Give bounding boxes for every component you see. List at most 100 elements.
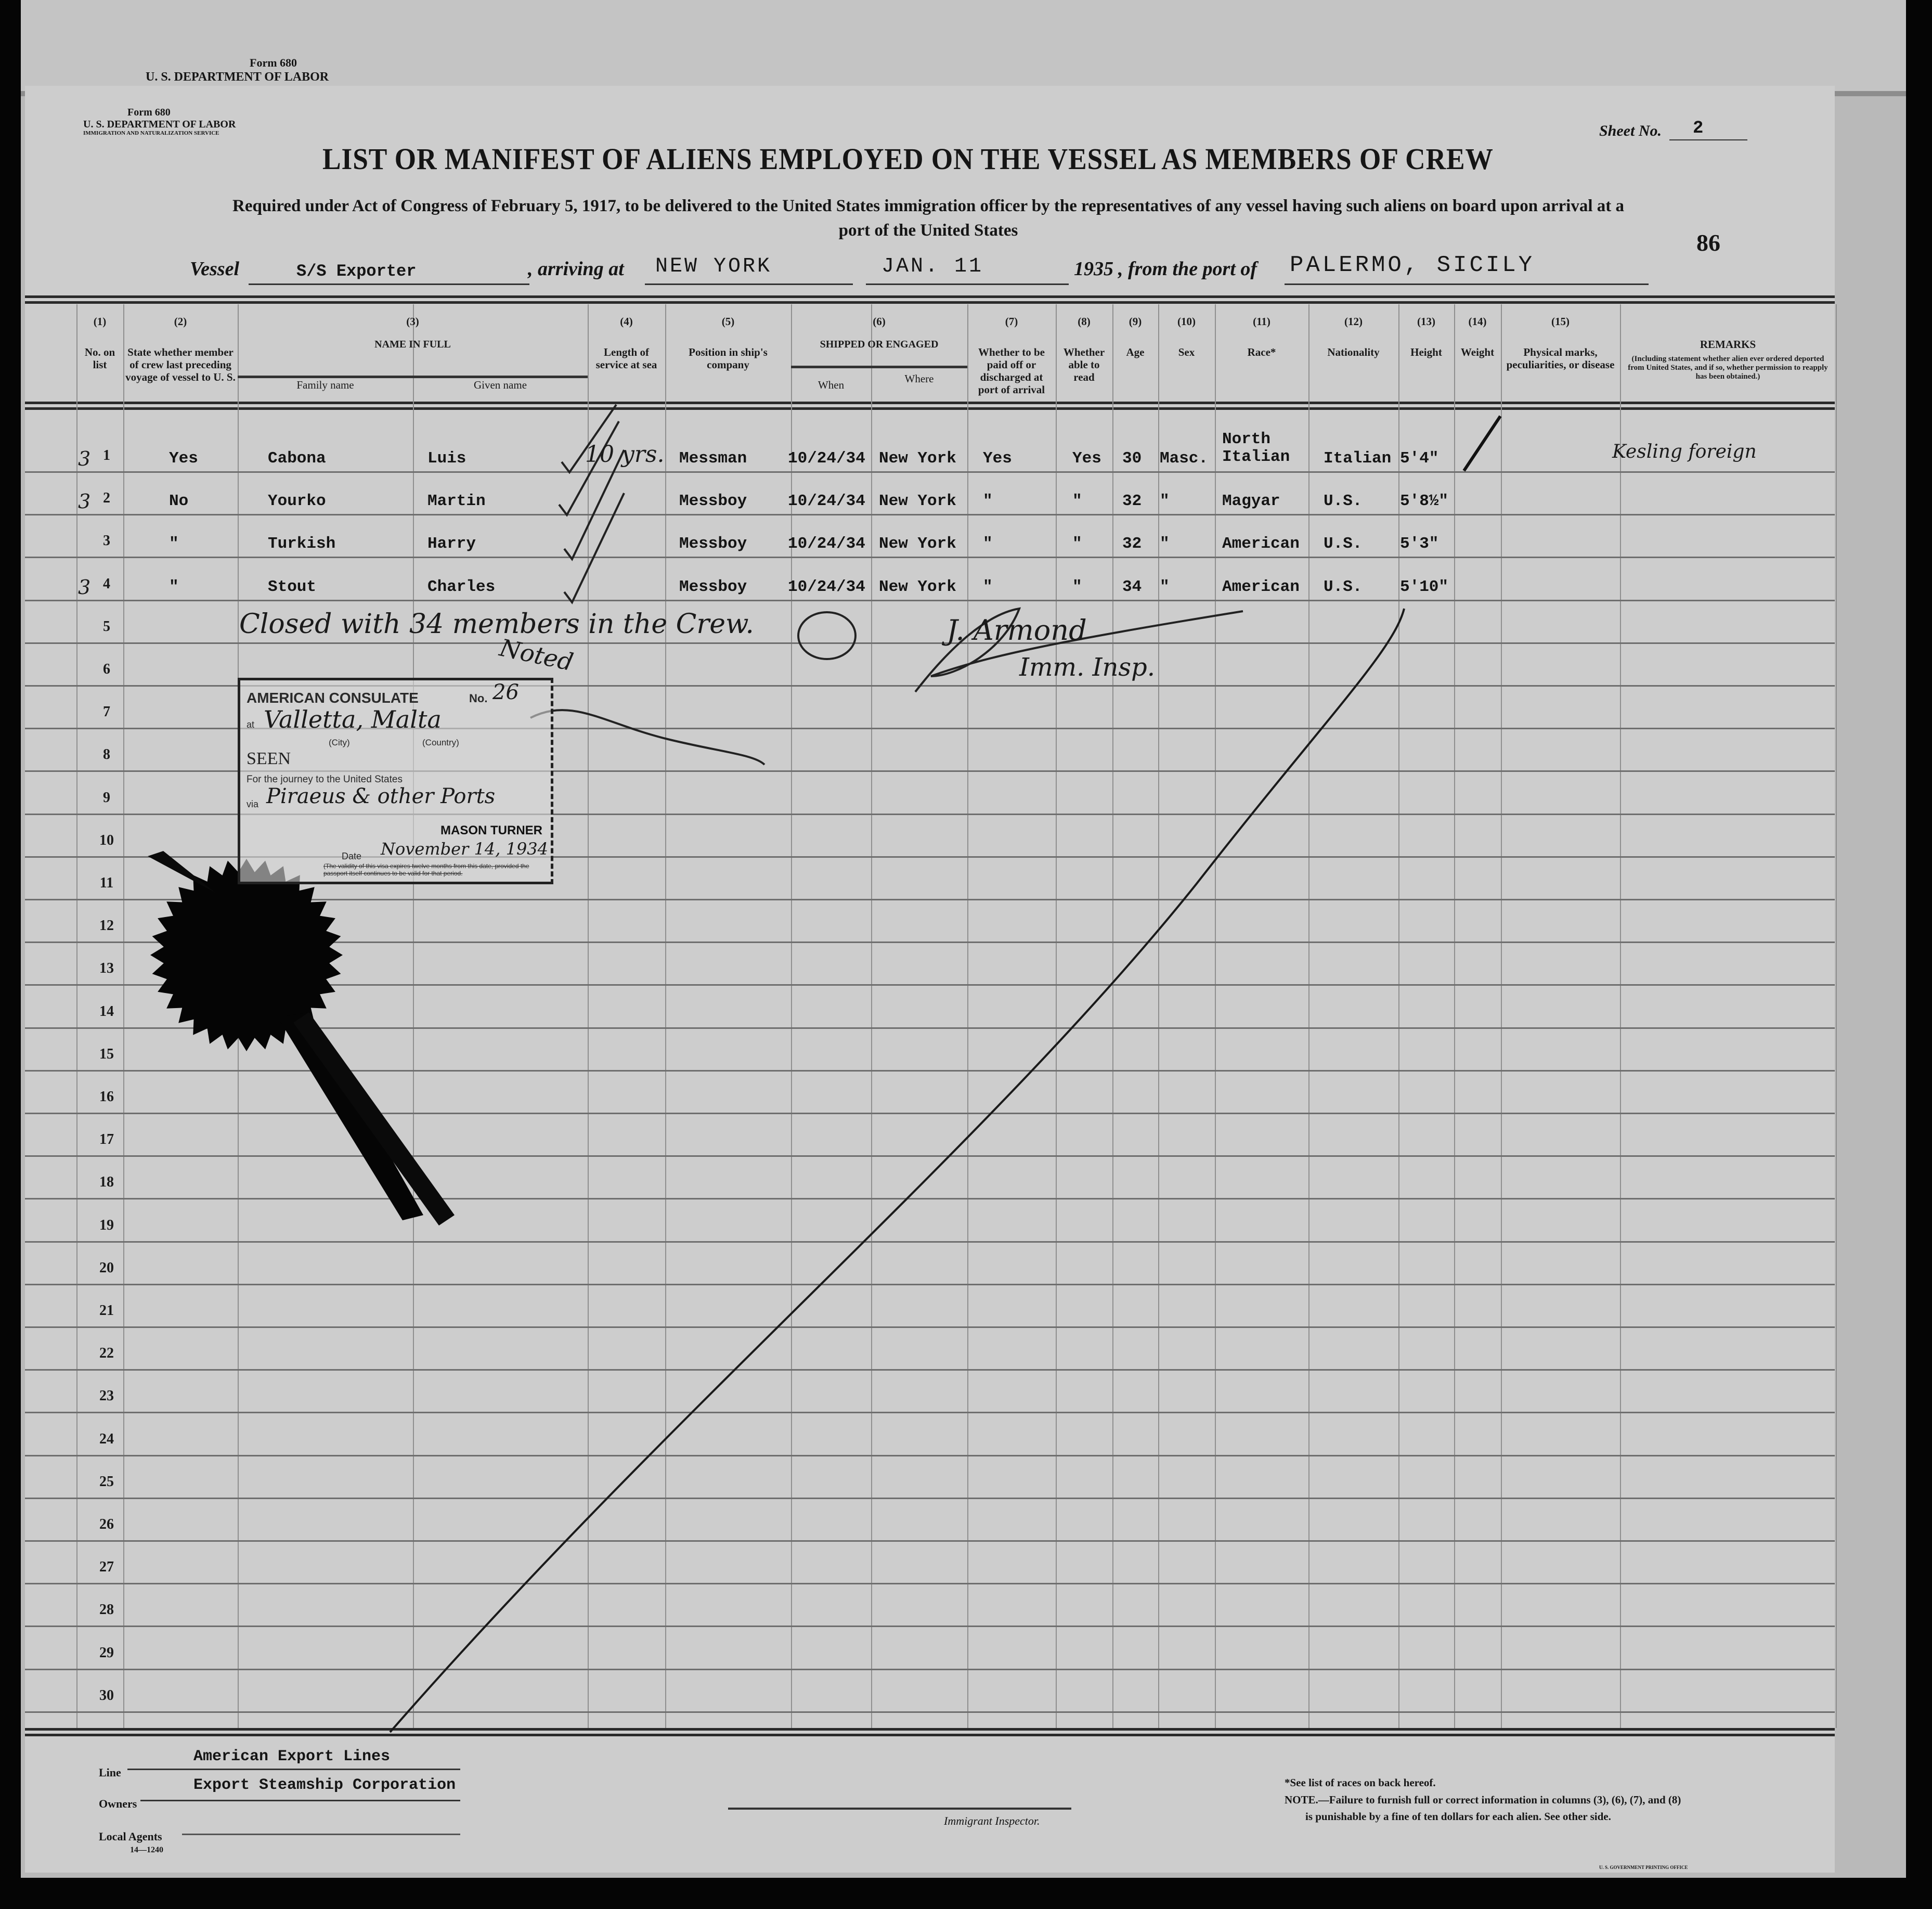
grid-row-line [25, 1711, 1835, 1713]
crew-paid-off: Yes [983, 449, 1012, 468]
stamp-date-label: Date [342, 851, 362, 861]
column-number: (8) [1078, 315, 1091, 328]
page-title: LIST OR MANIFEST OF ALIENS EMPLOYED ON T… [322, 142, 1494, 176]
crew-read: Yes [1072, 449, 1101, 468]
crew-given: Charles [427, 577, 496, 596]
column-header: Nationality [1327, 346, 1380, 358]
column-number: (13) [1417, 315, 1435, 328]
crew-sex: Masc. [1160, 449, 1209, 468]
crew-age: 32 [1122, 492, 1142, 511]
crew-family: Yourko [268, 492, 326, 511]
check-mark [561, 404, 617, 474]
column-number: (2) [174, 315, 187, 328]
crew-given: Luis [427, 449, 466, 468]
crew-sex: " [1160, 492, 1170, 511]
crew-family: Cabona [268, 449, 326, 468]
service: IMMIGRATION AND NATURALIZATION SERVICE [83, 130, 219, 136]
grid-column-line [1398, 304, 1399, 1728]
owners-value: Export Steamship Corporation [193, 1776, 456, 1794]
crew-when: 10/24/34 [788, 449, 865, 468]
crew-prev-voyage: Yes [169, 449, 198, 468]
grid-column-line [791, 304, 792, 1728]
grid-row-line [25, 856, 1835, 858]
vessel-label: Vessel [190, 258, 239, 280]
stamp-seen: SEEN [247, 749, 291, 768]
inspector-signature: J. Armond [946, 614, 1087, 647]
arrival-date: JAN. 11 [881, 255, 984, 278]
grid-row-line [25, 1113, 1835, 1114]
crew-race: North Italian [1222, 430, 1290, 466]
physical-marks-slash [1462, 415, 1502, 472]
row-number: 2 [103, 490, 110, 506]
row-number: 30 [99, 1687, 114, 1704]
inspector-signature-line [728, 1808, 1071, 1810]
failure-note: NOTE.—Failure to furnish full or correct… [1285, 1794, 1681, 1806]
row-number: 14 [99, 1003, 114, 1020]
row-number: 17 [99, 1131, 114, 1147]
grid-row-line [25, 1583, 1835, 1584]
crew-race: Magyar [1222, 492, 1280, 511]
stamp-journey: For the journey to the United States [247, 774, 403, 785]
column-header: Position in ship's company [689, 346, 768, 371]
grid-row-line [25, 557, 1835, 558]
crew-where: New York [879, 492, 956, 511]
crew-family: Turkish [268, 535, 336, 553]
check-mark [558, 421, 620, 517]
row-number: 1 [103, 447, 110, 463]
row-number: 9 [103, 790, 110, 806]
grid-row-line [25, 600, 1835, 601]
country-hint: (Country) [422, 738, 459, 747]
crew-sex: " [1160, 535, 1170, 553]
row-number: 29 [99, 1645, 114, 1661]
city-hint: (City) [329, 738, 350, 747]
grid-column-line [413, 304, 414, 1728]
grid-column-line [1158, 304, 1159, 1728]
agents-underline [182, 1834, 460, 1835]
grid-row-line [25, 1155, 1835, 1157]
grid-column-line [1308, 304, 1309, 1728]
grid-column-line [1836, 304, 1837, 1728]
row-number: 19 [99, 1217, 114, 1233]
name-subheader-rule [238, 376, 588, 378]
row-number: 26 [99, 1516, 114, 1532]
crew-family: Stout [268, 577, 317, 596]
stamp-via-label: via [247, 799, 259, 809]
row-number: 22 [99, 1345, 114, 1361]
column-number: (14) [1468, 315, 1487, 328]
line-label: Line [99, 1766, 121, 1779]
grid-row-line [25, 984, 1835, 986]
column-number: (12) [1344, 315, 1363, 328]
row-number: 18 [99, 1174, 114, 1190]
grid-column-line [967, 304, 968, 1728]
column-header: No. on list [84, 346, 115, 371]
stamp-no-label: No. [469, 692, 488, 705]
column-header: Age [1126, 346, 1145, 358]
from-port-label: , from the port of [1118, 258, 1257, 280]
stamp-at-label: at [247, 719, 255, 730]
crew-height: 5'3" [1400, 535, 1439, 553]
crew-race: American [1222, 535, 1300, 553]
grid-row-line [25, 685, 1835, 687]
column-number: (6) [873, 315, 886, 328]
stamp-via: Piraeus & other Ports [266, 784, 496, 808]
grid-column-line [1112, 304, 1113, 1728]
column-header: Weight [1460, 346, 1495, 358]
grid-column-line [1501, 304, 1502, 1728]
column-header: Height [1410, 346, 1442, 358]
column-number: (3) [406, 315, 419, 328]
crew-age: 30 [1122, 449, 1142, 468]
port-underline [1285, 283, 1649, 285]
grid-row-line [25, 1498, 1835, 1499]
shipped-subheader-rule [791, 366, 967, 368]
grid-row-line [25, 642, 1835, 644]
vessel-underline [249, 283, 529, 285]
column-header: Sex [1178, 346, 1195, 358]
grid-column-line [1215, 304, 1216, 1728]
owners-underline [140, 1800, 460, 1801]
crew-height: 5'4" [1400, 449, 1439, 468]
handwritten-list-prefix: 3 [78, 575, 91, 599]
arriving-port: NEW YORK [655, 255, 772, 278]
noted-signature-stroke [530, 709, 766, 766]
column-number: (1) [93, 315, 107, 328]
wax-seal [148, 851, 455, 1226]
